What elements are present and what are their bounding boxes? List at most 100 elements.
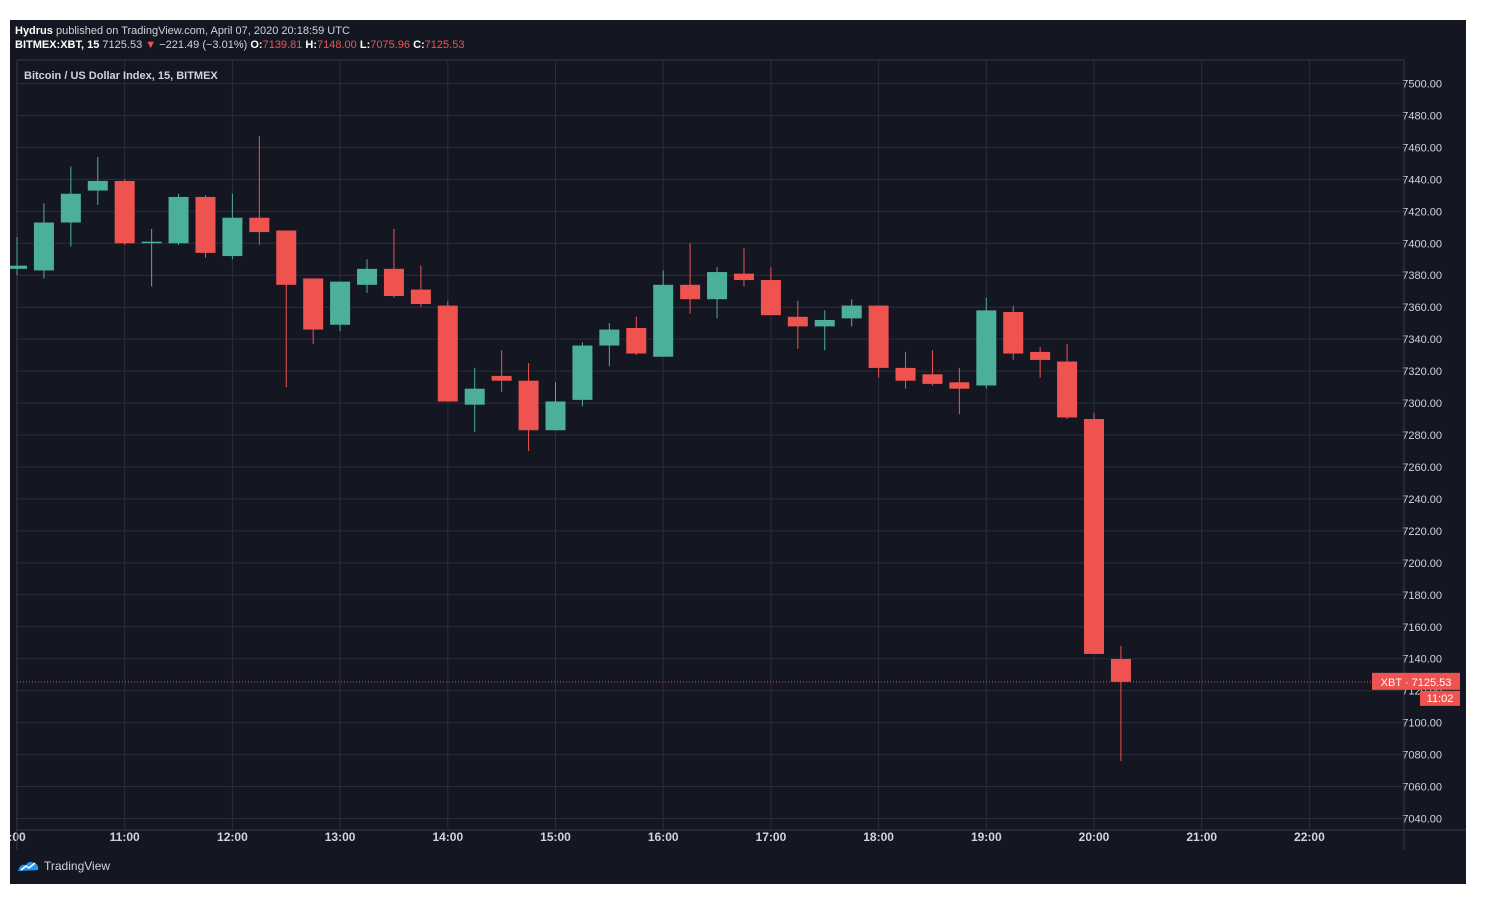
candle-body [1057, 361, 1078, 418]
chart-background [10, 20, 1466, 884]
last-price: 7125.53 [102, 39, 143, 51]
candle-body [1030, 351, 1051, 360]
candle-body [760, 280, 781, 316]
x-tick-label: 13:00 [325, 830, 356, 844]
x-tick-label: 19:00 [971, 830, 1002, 844]
y-tick-label: 7080.00 [1402, 750, 1442, 762]
chart-title: Bitcoin / US Dollar Index, 15, BITMEX [24, 70, 218, 82]
close-label: C: [413, 39, 425, 51]
candle-body [707, 272, 728, 300]
candle-body [1003, 311, 1024, 354]
countdown-tag [1420, 690, 1460, 706]
candle-body [87, 180, 108, 191]
high-label: H: [305, 39, 318, 51]
y-tick-label: 7460.00 [1402, 142, 1442, 154]
y-tick-label: 7260.00 [1402, 462, 1442, 474]
y-tick-label: 7140.00 [1402, 654, 1442, 666]
y-tick-label: 7480.00 [1402, 110, 1442, 122]
y-tick-label: 7320.00 [1402, 366, 1442, 378]
y-tick-label: 7380.00 [1402, 270, 1442, 282]
y-tick-label: 7040.00 [1402, 814, 1442, 826]
candle-body [60, 193, 81, 223]
candle-body [814, 319, 835, 327]
author-name[interactable]: Hydrus [15, 25, 53, 37]
candle-body [922, 374, 943, 384]
candle-body [895, 367, 916, 381]
candle-body [222, 217, 243, 257]
low-label: L: [359, 39, 371, 51]
publish-info: published on TradingView.com, April 07, … [55, 25, 350, 37]
x-tick-label: 21:00 [1186, 830, 1217, 844]
candle-body [599, 329, 620, 346]
open-value: 7139.81 [262, 39, 303, 51]
open-label: O: [250, 39, 263, 51]
low-value: 7075.96 [370, 39, 410, 51]
candle-body [841, 305, 862, 319]
candle-body [949, 382, 970, 389]
candle-body [303, 278, 324, 330]
x-tick-label: 17:00 [756, 830, 787, 844]
candle-body [868, 305, 889, 368]
candle-body [114, 180, 135, 244]
y-tick-label: 7200.00 [1402, 558, 1442, 570]
tradingview-footer[interactable]: TradingView [16, 859, 110, 873]
candle-body [383, 268, 404, 297]
x-tick-label: 16:00 [648, 830, 679, 844]
y-tick-label: 7300.00 [1402, 398, 1442, 410]
candlestick-chart[interactable]: 7040.007060.007080.007100.007120.007140.… [10, 20, 1466, 884]
candle-body [10, 265, 27, 269]
candle-body [733, 273, 754, 281]
candle-body [1110, 659, 1131, 682]
y-tick-label: 7420.00 [1402, 206, 1442, 218]
candle-body [787, 316, 808, 327]
candle-body [249, 217, 270, 233]
y-tick-label: 7280.00 [1402, 430, 1442, 442]
candle-body [464, 388, 485, 405]
symbol-label: BITMEX:XBT, 15 [15, 39, 100, 51]
x-tick-label: 20:00 [1079, 830, 1110, 844]
candle-body [437, 305, 458, 402]
candle-body [141, 241, 162, 244]
price-change: −221.49 (−3.01%) [159, 39, 248, 51]
x-tick-label: 12:00 [217, 830, 248, 844]
candle-body [572, 345, 593, 400]
candle-body [357, 268, 378, 285]
y-tick-label: 7220.00 [1402, 526, 1442, 538]
candle-body [195, 196, 216, 253]
y-tick-label: 7340.00 [1402, 334, 1442, 346]
y-tick-label: 7400.00 [1402, 238, 1442, 250]
tradingview-brand: TradingView [44, 859, 111, 873]
last-price-tag [1372, 672, 1460, 690]
y-tick-label: 7240.00 [1402, 494, 1442, 506]
x-tick-label: :00 [10, 830, 26, 844]
x-tick-label: 18:00 [863, 830, 894, 844]
high-value: 7148.00 [317, 39, 357, 51]
close-value: 7125.53 [424, 39, 465, 51]
tradingview-logo-icon [18, 861, 39, 871]
candle-body [410, 289, 431, 304]
countdown-label: 11:02 [1427, 693, 1454, 705]
candle-body [1084, 419, 1104, 654]
candle-body [33, 222, 54, 271]
y-tick-label: 7500.00 [1402, 79, 1442, 91]
candle-body [976, 310, 997, 386]
y-tick-label: 7440.00 [1402, 174, 1442, 186]
y-tick-label: 7100.00 [1402, 718, 1442, 730]
candle-body [276, 230, 297, 285]
candle-body [626, 327, 647, 354]
candle-body [518, 380, 539, 431]
candle-body [545, 401, 566, 431]
x-tick-label: 14:00 [432, 830, 463, 844]
candle-body [653, 284, 674, 357]
candle-body [491, 375, 512, 381]
y-tick-label: 7160.00 [1402, 622, 1442, 634]
last-price-label: XBT · 7125.53 [1381, 677, 1452, 689]
x-tick-label: 11:00 [110, 830, 140, 844]
publish-line: Hydrus published on TradingView.com, Apr… [15, 24, 464, 38]
x-tick-label: 22:00 [1294, 830, 1325, 844]
candle-body [680, 284, 701, 300]
candle-body [168, 196, 189, 244]
candle-body [330, 281, 351, 325]
chart-header: Hydrus published on TradingView.com, Apr… [15, 24, 464, 52]
ohlc-line: BITMEX:XBT, 15 7125.53 ▼ −221.49 (−3.01%… [15, 38, 464, 52]
